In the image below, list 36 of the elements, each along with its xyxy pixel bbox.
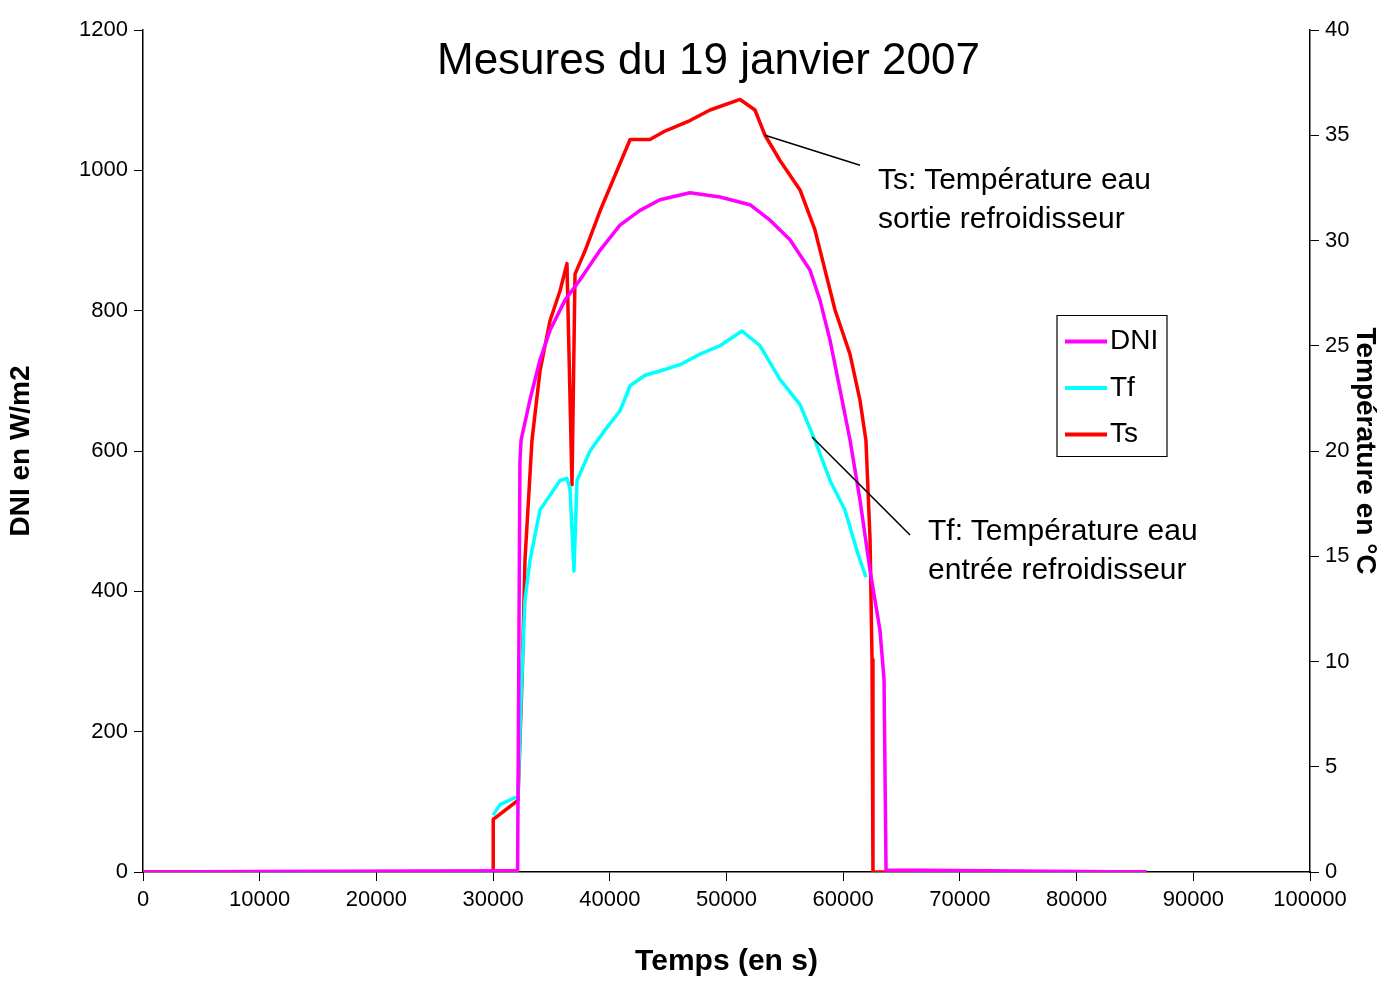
x-tick-label: 20000 <box>345 886 407 912</box>
x-tick-label: 30000 <box>462 886 524 912</box>
y2-tick-label: 0 <box>1325 858 1338 884</box>
x-tick-label: 100000 <box>1273 886 1347 912</box>
y-tick-label: 600 <box>91 437 128 463</box>
x-tick-label: 70000 <box>929 886 991 912</box>
x-tick-label: 10000 <box>229 886 291 912</box>
legend-label: DNI <box>1110 324 1159 356</box>
y2-tick-label: 20 <box>1325 437 1350 463</box>
y-tick-label: 800 <box>91 296 128 322</box>
x-tick-label: 60000 <box>812 886 874 912</box>
legend-label: Ts <box>1110 417 1138 449</box>
x-tick-label: 40000 <box>579 886 641 912</box>
y-tick-label: 1000 <box>79 156 128 182</box>
y-tick-label: 1200 <box>79 16 128 42</box>
y2-tick-label: 10 <box>1325 647 1350 673</box>
x-tick-label: 0 <box>136 886 150 912</box>
x-tick-label: 90000 <box>1162 886 1224 912</box>
y2-tick-label: 40 <box>1325 16 1350 42</box>
annotation: Ts: Température eau sortie refroidisseur <box>878 161 1151 234</box>
x-tick-label: 50000 <box>695 886 758 912</box>
y2-tick-label: 15 <box>1325 542 1350 568</box>
y2-tick-label: 30 <box>1325 226 1350 252</box>
y2-tick-label: 35 <box>1325 121 1350 147</box>
x-tick-label: 80000 <box>1046 886 1108 912</box>
y-tick-label: 200 <box>91 717 128 743</box>
chart-title: Mesures du 19 janvier 2007 <box>437 34 980 84</box>
y-axis-title: DNI en W/m2 <box>3 365 35 537</box>
annotation: Tf: Température eau entrée refroidisseur <box>928 513 1198 586</box>
y2-tick-label: 5 <box>1325 752 1338 778</box>
legend-label: Tf <box>1110 370 1136 402</box>
y2-axis-title: Température en °C <box>1351 327 1383 575</box>
x-axis-title: Temps (en s) <box>635 943 818 977</box>
y-tick-label: 400 <box>91 577 128 603</box>
y2-tick-label: 25 <box>1325 331 1350 357</box>
y-tick-label: 0 <box>115 858 128 884</box>
